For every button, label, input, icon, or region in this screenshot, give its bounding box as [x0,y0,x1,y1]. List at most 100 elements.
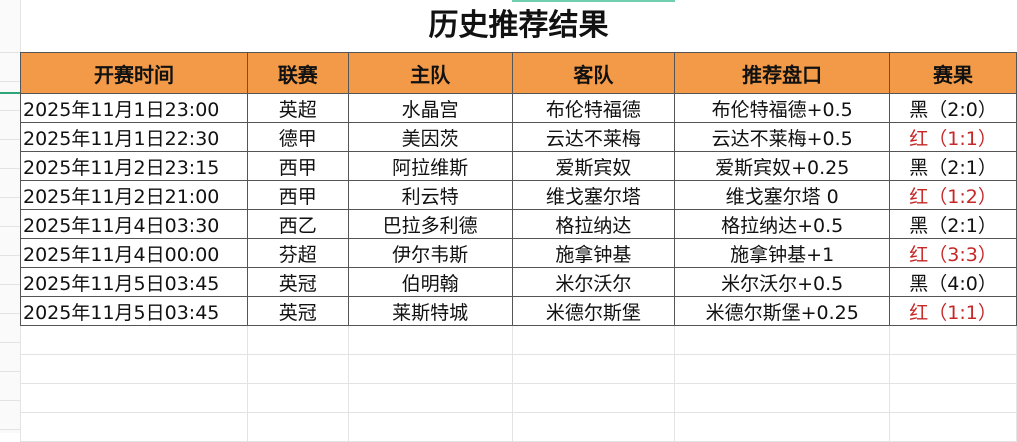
cell-recommended-handicap[interactable]: 施拿钟基+1 [674,238,891,268]
empty-cell[interactable] [889,383,1017,413]
cell-home-team[interactable]: 阿拉维斯 [347,151,513,181]
cell-home-team[interactable]: 伊尔韦斯 [347,238,513,268]
cell-league[interactable]: 西甲 [246,151,349,181]
cell-league[interactable]: 德甲 [246,122,349,152]
cell-result[interactable]: 黑（2:1） [889,151,1017,181]
cell-kickoff-time[interactable]: 2025年11月5日03:45 [20,267,248,297]
cell-kickoff-time[interactable]: 2025年11月1日23:00 [20,93,248,123]
cell-result[interactable]: 黑（2:0） [889,93,1017,123]
cell-home-team[interactable]: 利云特 [347,180,513,210]
cell-home-team[interactable]: 巴拉多利德 [347,209,513,239]
row-selection-indicator [0,92,20,94]
cell-recommended-handicap[interactable]: 格拉纳达+0.5 [674,209,891,239]
cell-away-team[interactable]: 布伦特福德 [511,93,676,123]
gutter-gridline [0,139,20,140]
cell-recommended-handicap[interactable]: 维戈塞尔塔 0 [674,180,891,210]
empty-cell[interactable] [889,412,1017,442]
cell-home-team[interactable]: 莱斯特城 [347,296,513,326]
table-row: 2025年11月5日03:45 英冠 伯明翰 米尔沃尔 米尔沃尔+0.5 黑（4:0） [20,267,1017,297]
cell-league[interactable]: 英冠 [246,267,349,297]
cell-recommended-handicap[interactable]: 布伦特福德+0.5 [674,93,891,123]
header-row: 开赛时间 联赛 主队 客队 推荐盘口 赛果 [20,52,1017,94]
cell-result[interactable]: 红（1:2） [889,180,1017,210]
empty-cell[interactable] [674,325,891,355]
cell-league[interactable]: 英冠 [246,296,349,326]
cell-kickoff-time[interactable]: 2025年11月5日03:45 [20,296,248,326]
cell-result[interactable]: 红（1:1） [889,122,1017,152]
header-away-team[interactable]: 客队 [511,52,676,94]
cell-kickoff-time[interactable]: 2025年11月4日00:00 [20,238,248,268]
gutter-gridline [0,168,20,169]
results-table: 开赛时间 联赛 主队 客队 推荐盘口 赛果 2025年11月1日23:00 英超 水晶宫 布伦特… [20,52,1017,442]
empty-cell[interactable] [347,383,513,413]
gutter-gridline [0,342,20,343]
table-row: 2025年11月5日03:45 英冠 莱斯特城 米德尔斯堡 米德尔斯堡+0.25 红（1:… [20,296,1017,326]
table-row: 2025年11月4日00:00 芬超 伊尔韦斯 施拿钟基 施拿钟基+1 红（3:3） [20,238,1017,268]
empty-cell[interactable] [889,354,1017,384]
header-league[interactable]: 联赛 [246,52,349,94]
cell-league[interactable]: 西甲 [246,180,349,210]
cell-result[interactable]: 红（3:3） [889,238,1017,268]
cell-recommended-handicap[interactable]: 云达不莱梅+0.5 [674,122,891,152]
empty-cell[interactable] [347,354,513,384]
cell-recommended-handicap[interactable]: 爱斯宾奴+0.25 [674,151,891,181]
empty-cell[interactable] [246,383,349,413]
empty-cell[interactable] [674,354,891,384]
gutter-gridline [0,226,20,227]
gutter-gridline [0,81,20,82]
header-result[interactable]: 赛果 [889,52,1017,94]
empty-cell[interactable] [511,325,676,355]
empty-cell[interactable] [20,325,248,355]
empty-cell[interactable] [511,354,676,384]
cell-home-team[interactable]: 水晶宫 [347,93,513,123]
empty-cell[interactable] [674,383,891,413]
cell-result[interactable]: 黑（2:1） [889,209,1017,239]
cell-recommended-handicap[interactable]: 米德尔斯堡+0.25 [674,296,891,326]
empty-cell[interactable] [347,325,513,355]
empty-cell[interactable] [511,412,676,442]
cell-kickoff-time[interactable]: 2025年11月2日23:15 [20,151,248,181]
cell-away-team[interactable]: 维戈塞尔塔 [511,180,676,210]
empty-cell[interactable] [246,325,349,355]
row-header-gutter[interactable] [0,0,21,433]
cell-league[interactable]: 芬超 [246,238,349,268]
gutter-gridline [0,52,20,53]
cell-away-team[interactable]: 米尔沃尔 [511,267,676,297]
empty-row [20,412,1017,442]
empty-cell[interactable] [889,325,1017,355]
empty-cell[interactable] [246,412,349,442]
gutter-gridline [0,197,20,198]
cell-kickoff-time[interactable]: 2025年11月4日03:30 [20,209,248,239]
cell-home-team[interactable]: 伯明翰 [347,267,513,297]
cell-league[interactable]: 英超 [246,93,349,123]
cell-away-team[interactable]: 云达不莱梅 [511,122,676,152]
cell-recommended-handicap[interactable]: 米尔沃尔+0.5 [674,267,891,297]
empty-cell[interactable] [20,412,248,442]
header-recommended-handicap[interactable]: 推荐盘口 [674,52,891,94]
cell-away-team[interactable]: 格拉纳达 [511,209,676,239]
cell-kickoff-time[interactable]: 2025年11月2日21:00 [20,180,248,210]
table-row: 2025年11月2日23:15 西甲 阿拉维斯 爱斯宾奴 爱斯宾奴+0.25 黑（2:1） [20,151,1017,181]
gutter-gridline [0,371,20,372]
cell-away-team[interactable]: 施拿钟基 [511,238,676,268]
empty-row [20,325,1017,355]
cell-league[interactable]: 西乙 [246,209,349,239]
cell-result[interactable]: 黑（4:0） [889,267,1017,297]
cell-result[interactable]: 红（1:1） [889,296,1017,326]
empty-cell[interactable] [20,383,248,413]
empty-cell[interactable] [246,354,349,384]
cell-away-team[interactable]: 爱斯宾奴 [511,151,676,181]
empty-cell[interactable] [674,412,891,442]
cell-kickoff-time[interactable]: 2025年11月1日22:30 [20,122,248,152]
empty-cell[interactable] [347,412,513,442]
empty-row [20,383,1017,413]
header-kickoff-time[interactable]: 开赛时间 [20,52,248,94]
gutter-gridline [0,284,20,285]
table-row: 2025年11月2日21:00 西甲 利云特 维戈塞尔塔 维戈塞尔塔 0 红（1:2） [20,180,1017,210]
empty-cell[interactable] [20,354,248,384]
cell-home-team[interactable]: 美因茨 [347,122,513,152]
table-row: 2025年11月1日22:30 德甲 美因茨 云达不莱梅 云达不莱梅+0.5 红（1:1） [20,122,1017,152]
cell-away-team[interactable]: 米德尔斯堡 [511,296,676,326]
header-home-team[interactable]: 主队 [347,52,513,94]
empty-cell[interactable] [511,383,676,413]
